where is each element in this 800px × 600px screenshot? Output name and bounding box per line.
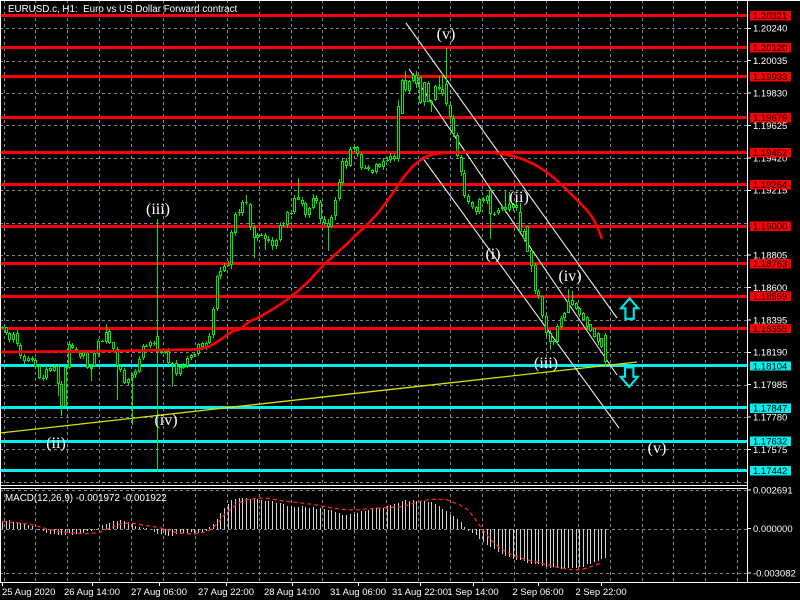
svg-text:1.19420: 1.19420 <box>753 153 787 164</box>
svg-text:2 Sep 06:00: 2 Sep 06:00 <box>512 587 563 598</box>
svg-text:1.17632: 1.17632 <box>753 436 787 447</box>
svg-text:(iv): (iv) <box>154 412 177 429</box>
svg-text:(iii): (iii) <box>534 355 558 372</box>
svg-text:1.17780: 1.17780 <box>753 413 787 424</box>
svg-text:EURUSD.c, H1: Euro vs US Doll: EURUSD.c, H1: Euro vs US Dollar Forward … <box>8 4 237 15</box>
svg-text:1.20120: 1.20120 <box>753 43 787 54</box>
svg-text:1.19264: 1.19264 <box>753 180 787 191</box>
svg-text:1.19215: 1.19215 <box>753 186 787 197</box>
svg-text:1.18763: 1.18763 <box>753 259 787 270</box>
svg-text:(ii): (ii) <box>509 189 529 206</box>
svg-text:1.19625: 1.19625 <box>753 121 787 132</box>
svg-text:MACD(12,26,9) -0.001972 -0.001: MACD(12,26,9) -0.001972 -0.001922 <box>5 493 167 504</box>
svg-text:1.20321: 1.20321 <box>753 11 787 22</box>
svg-text:1.18355: 1.18355 <box>753 324 787 335</box>
svg-text:1.19452: 1.19452 <box>753 148 787 159</box>
svg-text:27 Aug 22:00: 27 Aug 22:00 <box>198 587 254 598</box>
svg-text:1.18559: 1.18559 <box>753 292 787 303</box>
svg-text:1.20240: 1.20240 <box>753 24 787 35</box>
svg-text:0.002691: 0.002691 <box>753 485 793 496</box>
svg-text:(v): (v) <box>648 440 667 457</box>
svg-text:1.18104: 1.18104 <box>753 361 787 372</box>
svg-text:1.17575: 1.17575 <box>753 445 787 456</box>
svg-text:1 Sep 14:00: 1 Sep 14:00 <box>447 587 498 598</box>
svg-text:31 Aug 22:00: 31 Aug 22:00 <box>392 587 448 598</box>
svg-text:25 Aug 2020: 25 Aug 2020 <box>2 587 55 598</box>
svg-text:1.19933: 1.19933 <box>753 72 787 83</box>
svg-text:(ii): (ii) <box>46 435 66 452</box>
svg-text:1.19830: 1.19830 <box>753 89 787 100</box>
svg-text:27 Aug 06:00: 27 Aug 06:00 <box>131 587 187 598</box>
svg-text:1.17847: 1.17847 <box>753 403 787 414</box>
svg-text:1.18395: 1.18395 <box>753 315 787 326</box>
svg-text:26 Aug 14:00: 26 Aug 14:00 <box>64 587 120 598</box>
svg-text:-0.003082: -0.003082 <box>753 568 796 579</box>
svg-text:1.19000: 1.19000 <box>753 222 787 233</box>
svg-text:1.18600: 1.18600 <box>753 283 787 294</box>
svg-text:1.17442: 1.17442 <box>753 466 787 477</box>
svg-text:(iii): (iii) <box>146 201 170 218</box>
svg-text:(iv): (iv) <box>558 268 581 285</box>
svg-text:(v): (v) <box>437 26 456 43</box>
svg-text:1.17985: 1.17985 <box>753 380 787 391</box>
svg-text:1.18805: 1.18805 <box>753 251 787 262</box>
svg-text:31 Aug 06:00: 31 Aug 06:00 <box>330 587 386 598</box>
svg-text:1.18190: 1.18190 <box>753 348 787 359</box>
svg-text:0.000000: 0.000000 <box>753 524 793 535</box>
svg-text:28 Aug 14:00: 28 Aug 14:00 <box>264 587 320 598</box>
svg-text:1.20035: 1.20035 <box>753 56 787 67</box>
svg-text:2 Sep 22:00: 2 Sep 22:00 <box>575 587 626 598</box>
svg-text:(i): (i) <box>485 246 500 263</box>
svg-text:1.19679: 1.19679 <box>753 113 787 124</box>
